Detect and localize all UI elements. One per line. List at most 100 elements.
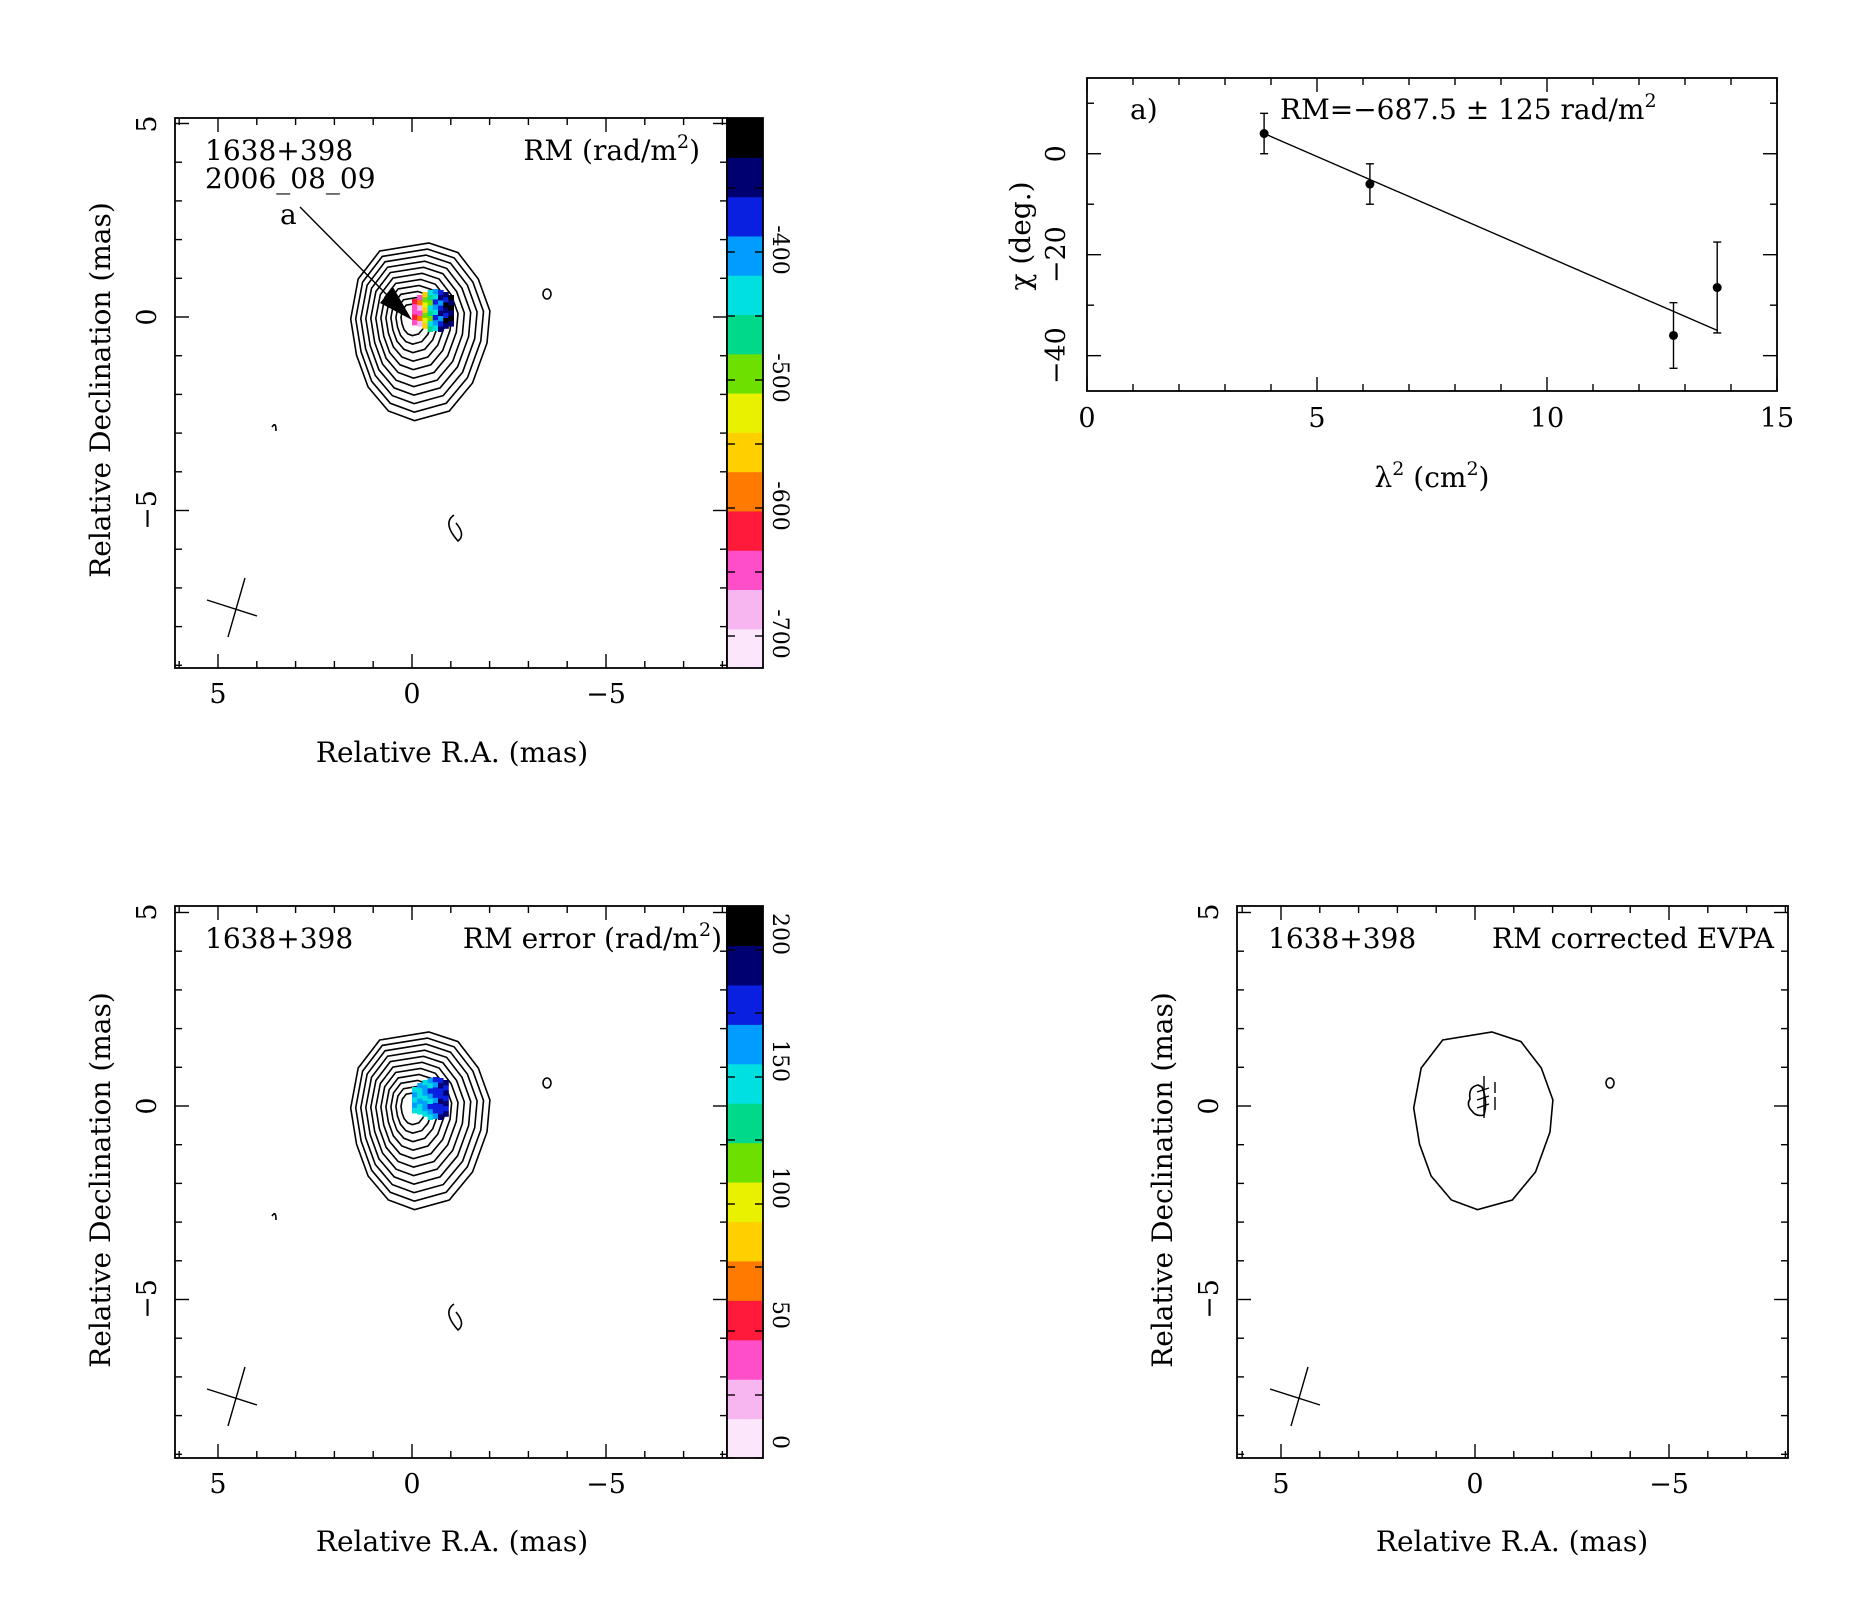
rm-error-xlabel: Relative R.A. (mas) [316, 1525, 588, 1558]
colorbar-segment [727, 1300, 763, 1321]
rm-map-frame [174, 117, 728, 669]
rm-pixel [427, 1104, 434, 1110]
rm-pixel [448, 321, 454, 327]
rm-pixel [432, 315, 439, 321]
rm-pixel [432, 289, 439, 295]
rm-pixel [427, 310, 434, 317]
rm-pixel [432, 294, 439, 300]
colorbar-segment [727, 906, 763, 927]
rm-pixel [443, 307, 449, 314]
contour-line [364, 1049, 472, 1185]
colorbar-segment [727, 1063, 763, 1085]
colorbar-segment [727, 1339, 763, 1361]
colorbar-segment [727, 1201, 763, 1223]
rm-ytick-labels: 5 0 −5 [132, 115, 163, 530]
rm-error-colorbar-label: 50 [767, 1301, 792, 1329]
colorbar-segment [727, 1083, 763, 1104]
fit-rm-annotation: RM=−687.5 ± 125 rad/m2 [1280, 90, 1657, 126]
rm-error-xtick-label: −5 [586, 1469, 626, 1500]
contour-line [1605, 1077, 1615, 1089]
fit-ticks [1086, 78, 1778, 391]
colorbar-segment [727, 196, 763, 217]
fit-xtick-label: 0 [1078, 403, 1095, 434]
evpa-beam-cross [1269, 1366, 1321, 1427]
fit-ylabel: χ (deg.) [1004, 181, 1037, 290]
rm-pixel [422, 292, 428, 298]
rm-pixel [432, 1113, 439, 1119]
colorbar-segment [727, 1142, 763, 1163]
rm-pixel [432, 309, 439, 316]
colorbar-segment [727, 1379, 763, 1400]
rm-pixel [448, 305, 454, 311]
rm-pixel [448, 315, 454, 322]
contour-line [448, 514, 463, 543]
rm-pixel [432, 1108, 439, 1114]
colorbar-segment [727, 1359, 763, 1380]
colorbar-segment [727, 550, 763, 571]
colorbar-segment [727, 609, 763, 630]
colorbar-segment [727, 432, 763, 453]
rm-error-colorbar-label: 100 [767, 1167, 792, 1209]
rm-pixel [432, 304, 439, 311]
fit-xtick-label: 10 [1530, 403, 1564, 434]
rm-pixel [417, 1088, 423, 1094]
rm-pixel [417, 1093, 423, 1099]
data-point [1712, 283, 1722, 293]
rm-pixel [417, 1109, 423, 1115]
rm-contours [271, 242, 552, 543]
fit-frame [1086, 77, 1778, 392]
rm-pixel [412, 299, 418, 305]
contour-line [369, 266, 466, 388]
evpa-xtick-label: 5 [1272, 1469, 1289, 1500]
colorbar-segment [727, 530, 763, 551]
rm-pixel [422, 312, 428, 319]
rm-pixel [412, 1107, 418, 1114]
colorbar-segment [727, 1044, 763, 1065]
rm-pixel [443, 1111, 449, 1117]
rm-error-colorbar-label: 150 [767, 1040, 792, 1082]
colorbar-segment [727, 569, 763, 591]
rm-error-source-name: 1638+398 [205, 922, 353, 955]
rm-pixel [432, 1082, 439, 1088]
rm-pixel [427, 1109, 434, 1115]
rm-pixel [422, 318, 428, 324]
rm-pixel [427, 1083, 434, 1089]
colorbar-segment [727, 945, 763, 966]
rm-error-colorbar-label: 200 [767, 913, 792, 955]
colorbar-segment [727, 1221, 763, 1242]
fit-ytick-label: −40 [1041, 327, 1072, 384]
rm-pixel [438, 310, 444, 317]
rm-map-ticks [175, 118, 727, 668]
rm-pixel [427, 305, 434, 312]
rm-pixel [422, 1111, 428, 1117]
contour-line [354, 1037, 485, 1202]
rm-colorbar-label: -500 [767, 353, 792, 402]
evpa-map-ticks [1237, 906, 1788, 1458]
evpa-ytick-label: 0 [1194, 1097, 1225, 1114]
rm-source-name: 1638+398 [205, 134, 353, 167]
rm-pixel [412, 304, 418, 310]
rm-pixel [443, 1085, 449, 1091]
fit-marks [1259, 112, 1722, 369]
colorbar-segment [727, 1004, 763, 1025]
colorbar-segment [727, 334, 763, 355]
rm-xtick-label: −5 [586, 679, 626, 710]
data-point [1365, 179, 1375, 189]
fit-line [1263, 132, 1718, 332]
rm-ylabel: Relative Declination (mas) [84, 202, 117, 578]
contour-line [542, 288, 552, 300]
colorbar-segment [727, 1103, 763, 1124]
colorbar-segment [727, 648, 763, 669]
rm-pixel [422, 323, 428, 329]
rm-ytick-label: 0 [132, 308, 163, 325]
rm-error-map-panel: 1638+398 RM error (rad/m2) 5 0 −5 5 0 −5… [84, 903, 792, 1558]
rm-pixel [438, 1098, 444, 1105]
evpa-frame [1236, 905, 1789, 1459]
rm-pixel [438, 326, 444, 332]
rm-pixel [448, 310, 454, 317]
rm-error-map-ticks [175, 906, 727, 1458]
rm-pixel [427, 326, 434, 332]
rm-pixel [422, 1090, 428, 1096]
colorbar-segment [727, 1182, 763, 1203]
colorbar-segment [727, 353, 763, 374]
